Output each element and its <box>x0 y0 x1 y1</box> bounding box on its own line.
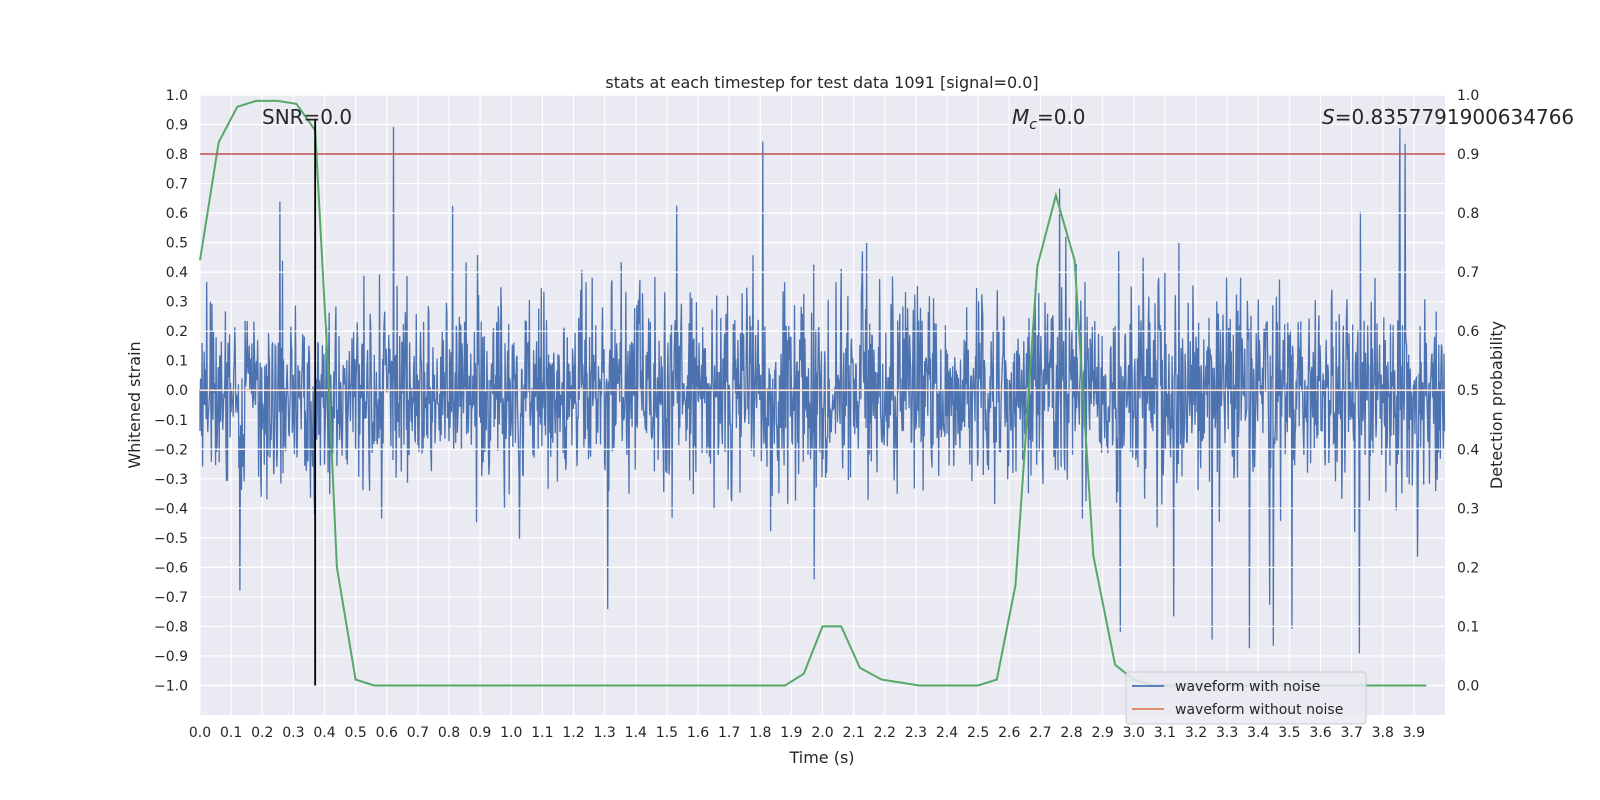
x-tick-label: 2.0 <box>811 725 833 741</box>
y-tick-label: 0.5 <box>166 236 188 252</box>
y2-axis-label: Detection probability <box>1487 321 1506 489</box>
x-tick-label: 0.9 <box>469 725 491 741</box>
x-tick-label: 0.0 <box>189 725 211 741</box>
x-tick-label: 3.9 <box>1403 725 1425 741</box>
y-tick-label: 0.3 <box>166 295 188 311</box>
chart-title: stats at each timestep for test data 109… <box>605 73 1038 92</box>
y2-tick-label: 0.6 <box>1457 324 1479 340</box>
legend: waveform with noise waveform without noi… <box>1125 671 1367 725</box>
x-tick-label: 2.5 <box>967 725 989 741</box>
x-tick-label: 3.1 <box>1154 725 1176 741</box>
x-tick-label: 1.4 <box>625 725 647 741</box>
legend-box <box>1125 671 1367 725</box>
x-tick-label: 1.8 <box>749 725 771 741</box>
x-tick-label: 2.7 <box>1029 725 1051 741</box>
legend-label-without-noise: waveform without noise <box>1175 702 1343 718</box>
y-tick-label: 1.0 <box>166 88 188 104</box>
series-detection-probability <box>199 99 1427 687</box>
y-tick-label: 0.8 <box>166 147 188 163</box>
x-tick-label: 1.9 <box>780 725 802 741</box>
x-tick-label: 0.7 <box>407 725 429 741</box>
y-tick-label: 0.6 <box>166 206 188 222</box>
y-tick-label: 0.7 <box>166 177 188 193</box>
x-tick-label: 1.7 <box>718 725 740 741</box>
x-tick-label: 3.8 <box>1372 725 1394 741</box>
y-tick-label: 0.2 <box>166 324 188 340</box>
x-tick-label: 0.2 <box>251 725 273 741</box>
x-tick-label: 3.0 <box>1123 725 1145 741</box>
y-tick-label: −0.5 <box>154 531 188 547</box>
y2-tick-label: 0.3 <box>1457 501 1479 517</box>
y-tick-label: −0.9 <box>154 649 188 665</box>
y2-tick-label: 0.2 <box>1457 560 1479 576</box>
x-tick-label: 0.8 <box>438 725 460 741</box>
y2-tick-label: 0.7 <box>1457 265 1479 281</box>
x-tick-label: 2.6 <box>998 725 1020 741</box>
y2-tick-labels: 0.0 0.1 0.2 0.3 0.4 0.5 0.6 0.7 0.8 0.9 1.0 <box>1457 88 1479 694</box>
x-tick-labels: 0.0 0.1 0.2 0.3 0.4 0.5 0.6 0.7 0.8 0.9 1.0 1.1 1.2 1… <box>189 725 1425 741</box>
x-tick-label: 2.8 <box>1060 725 1082 741</box>
chirp-mass-annotation: Mc=0.0 <box>1012 105 1086 133</box>
x-tick-label: 3.7 <box>1340 725 1362 741</box>
x-tick-label: 2.9 <box>1091 725 1113 741</box>
y-tick-label: −0.6 <box>154 560 188 576</box>
x-tick-label: 0.5 <box>344 725 366 741</box>
y2-tick-label: 0.8 <box>1457 206 1479 222</box>
y2-tick-label: 1.0 <box>1457 88 1479 104</box>
x-tick-label: 3.4 <box>1247 725 1269 741</box>
y-tick-label: −0.8 <box>154 619 188 635</box>
y2-tick-label: 0.9 <box>1457 147 1479 163</box>
y2-tick-label: 0.1 <box>1457 619 1479 635</box>
y-tick-label: −1.0 <box>154 678 188 694</box>
y-tick-label: −0.1 <box>154 413 188 429</box>
x-tick-label: 0.6 <box>376 725 398 741</box>
x-tick-label: 1.5 <box>656 725 678 741</box>
x-tick-label: 0.3 <box>282 725 304 741</box>
y-tick-label: −0.3 <box>154 472 188 488</box>
x-tick-label: 0.1 <box>220 725 242 741</box>
y-tick-label: 0.9 <box>166 118 188 134</box>
x-tick-label: 2.2 <box>874 725 896 741</box>
x-tick-label: 1.2 <box>562 725 584 741</box>
x-tick-label: 2.1 <box>842 725 864 741</box>
x-tick-label: 1.3 <box>593 725 615 741</box>
y-tick-label: −0.2 <box>154 442 188 458</box>
x-tick-label: 2.3 <box>905 725 927 741</box>
noise-path <box>199 126 1446 654</box>
legend-label-with-noise: waveform with noise <box>1175 679 1320 695</box>
x-tick-label: 3.3 <box>1216 725 1238 741</box>
series-waveform-with-noise <box>199 126 1446 654</box>
y2-tick-label: 0.4 <box>1457 442 1479 458</box>
x-tick-label: 2.4 <box>936 725 958 741</box>
snr-annotation: SNR=0.0 <box>262 105 352 129</box>
right-axis-grid <box>200 94 1445 687</box>
s-annotation: S=0.8357791900634766 <box>1322 105 1574 129</box>
x-tick-label: 3.6 <box>1309 725 1331 741</box>
y2-tick-label: 0.0 <box>1457 678 1479 694</box>
x-tick-label: 3.5 <box>1278 725 1300 741</box>
y-tick-label: −0.7 <box>154 590 188 606</box>
y-axis-label: Whitened strain <box>125 341 144 468</box>
x-tick-label: 0.4 <box>313 725 335 741</box>
y2-tick-label: 0.5 <box>1457 383 1479 399</box>
x-tick-label: 1.0 <box>500 725 522 741</box>
y-tick-label: −0.4 <box>154 501 188 517</box>
y-tick-label: 0.4 <box>166 265 188 281</box>
x-axis-label: Time (s) <box>788 748 854 767</box>
x-tick-label: 3.2 <box>1185 725 1207 741</box>
y-tick-label: 0.1 <box>166 354 188 370</box>
x-tick-label: 1.1 <box>531 725 553 741</box>
x-tick-label: 1.6 <box>687 725 709 741</box>
y-tick-label: 0.0 <box>166 383 188 399</box>
y-tick-labels: 1.0 0.9 0.8 0.7 0.6 0.5 0.4 0.3 0.2 0.1 0.0 −0.1 −0.… <box>154 88 188 694</box>
